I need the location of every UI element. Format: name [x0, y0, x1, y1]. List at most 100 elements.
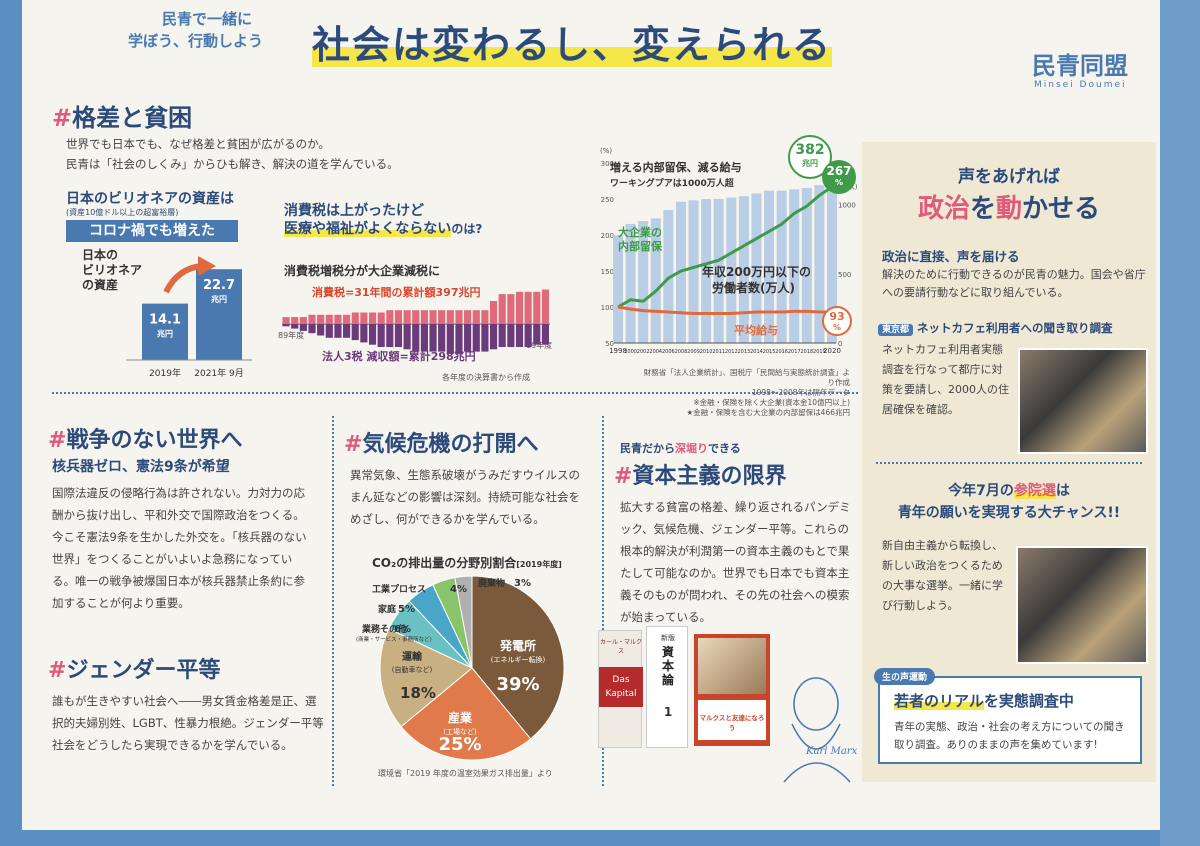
payroll-worker-bar: [751, 193, 762, 343]
campaign-title-2c: 動: [996, 194, 1023, 224]
payroll-worker-bar: [625, 223, 636, 343]
payroll-ytick-left: 50: [605, 340, 614, 348]
tax-corporate-bar: [438, 324, 446, 352]
co2-slice-label: 廃棄物: [478, 577, 505, 589]
gender-text: 誰もが生きやすい社会へ――男女賃金格差是正、選択的夫婦別姓、LGBT、性暴力根絶…: [52, 694, 324, 752]
tax-corporate-bar: [489, 324, 498, 350]
inequality-heading: #格差と貧困: [52, 98, 192, 133]
tax-consumption-bar: [464, 310, 472, 324]
flyer-sheet: 民青で一緒に 学ぼう、行動しよう 社会は変わるし、変えられる 民青同盟 Mins…: [22, 0, 1182, 830]
co2-slice-label: 産業: [448, 710, 473, 725]
reserve-267-badge: 267 %: [822, 160, 856, 194]
hash-mark: #: [52, 104, 73, 132]
payroll-label-workers: 年収200万円以下の 労働者数(万人): [702, 264, 811, 296]
gender-title: ジェンダー平等: [66, 658, 221, 683]
payroll-xtick: 2008: [675, 349, 688, 355]
logo-sub: Minsei Doumei: [1034, 80, 1127, 90]
page-title: 社会は変わるし、変えられる: [312, 14, 833, 69]
inequality-title: 格差と貧困: [72, 104, 193, 132]
campaign-title-2a: 政治: [917, 194, 970, 224]
payroll-worker-bar: [650, 218, 661, 343]
tax-corporate-bar: [464, 324, 472, 352]
page-title-text: 社会は変わるし、変えられる: [312, 23, 833, 67]
billionaire-value-label: 14.1: [149, 313, 181, 328]
co2-slice-value: 18%: [400, 684, 436, 702]
divider-horizontal: [52, 392, 858, 394]
payroll-label-salary: 平均給与: [734, 324, 778, 337]
hash-mark: #: [344, 432, 363, 457]
salary-93-badge: 93 %: [822, 306, 852, 336]
tax-corporate-bar: [498, 324, 506, 347]
co2-pie-slice: [471, 575, 565, 740]
hash-mark: #: [614, 464, 633, 489]
inequality-text: 世界でも日本でも、なぜ格差と貧困が広がるのか。 民青は「社会のしくみ」からひも解…: [66, 134, 486, 174]
campaign-title-2: 政治を動かせる: [862, 188, 1156, 225]
tax-corporate-bar: [360, 324, 368, 343]
tokyo-title: ネットカフェ利用者への聞き取り調査: [917, 321, 1113, 335]
book1-title-2: Kapital: [605, 689, 637, 699]
tax-corporate-bar: [420, 324, 428, 352]
co2-source: 環境省「2019 年度の温室効果ガス排出量」より: [378, 769, 553, 778]
tax-title-2: 医療や福祉がよくならない: [284, 221, 452, 237]
co2-slice-label: 業務その他: [361, 623, 407, 635]
election-1a: 今年7月の: [948, 483, 1014, 499]
book2-tag: 新版: [661, 634, 675, 642]
tax-corporate-bar: [446, 324, 454, 354]
co2-slice-label: 発電所: [499, 638, 536, 653]
climate-text: 異常気象、生態系破壊がうみだすウイルスのまん延などの影響は深刻。持続可能な社会を…: [350, 468, 580, 526]
election-1c: は: [1055, 483, 1070, 499]
billionaire-arrowhead: [198, 256, 216, 276]
peace-title: 戦争のない世界へ: [66, 428, 243, 453]
tokyo-text: ネットカフェ利用者実態調査を行なって都庁に対策を要請し、2000人の住居確保を確…: [882, 343, 1009, 416]
payroll-worker-bar: [613, 235, 623, 343]
tax-corporate-bar: [291, 324, 299, 329]
payroll-source-1: 財務省「法人企業統計」、国税庁「民間給与実態統計調査」より作成: [643, 368, 850, 387]
peace-text: 国際法違反の侵略行為は許されない。力対力の応酬から抜け出し、平和外交で国際政治を…: [52, 486, 307, 610]
election-photo: [1016, 546, 1148, 664]
payroll-xtick: 2019: [813, 349, 826, 355]
book1-title-1: Das: [612, 675, 630, 685]
survey-title: 若者のリアルを実態調査中: [894, 690, 1074, 711]
book-marx-friend: マルクスと友達になろう: [694, 634, 770, 746]
tax-corporate-bar: [282, 324, 290, 327]
tax-corporate-bar: [507, 324, 515, 347]
payroll-xtick: 2000: [624, 349, 637, 355]
billionaire-note: (資産10億ドル以上の超富裕層): [66, 208, 179, 217]
co2-pie-slice: [379, 628, 473, 728]
tax-chart: [282, 289, 550, 354]
survey-tag: 生の声運動: [874, 668, 936, 685]
payroll-xtick: 2012: [725, 349, 738, 355]
payroll-xtick: 2014: [750, 349, 763, 355]
tax-consumption-bar: [515, 291, 524, 324]
sheet-edge: [1160, 0, 1200, 846]
capitalism-tag: 民青だから深堀りできる: [620, 440, 741, 456]
billionaire-unit-label: 兆円: [211, 294, 227, 304]
marx-signature: Karl Marx: [806, 746, 858, 757]
payroll-ytick-right: 1000: [838, 202, 856, 210]
co2-slice-value: 5%: [398, 604, 415, 615]
tax-source: 各年度の決算書から作成: [442, 373, 530, 382]
inequality-text-2: 民青は「社会のしくみ」からひも解き、解決の道を学んでいる。: [66, 157, 399, 171]
tax-consumption-bar: [429, 310, 437, 324]
salary-93-value: 93: [829, 310, 845, 323]
co2-slice-value: 25%: [438, 734, 481, 755]
billionaire-category-label: 2019年: [149, 367, 181, 379]
header-tagline: 民青で一緒に 学ぼう、行動しよう: [128, 8, 263, 52]
tax-consumption-bar: [308, 314, 316, 324]
tax-corporate-bar: [308, 324, 316, 334]
payroll-ytick-right: 0: [838, 340, 842, 348]
billionaire-title: 日本のビリオネアの資産は: [66, 191, 234, 207]
payroll-y-unit-left: (%): [600, 147, 612, 155]
tax-consumption-bar: [455, 310, 463, 324]
payroll-ytick-left: 200: [601, 232, 614, 240]
tax-consumption-bar: [481, 310, 489, 324]
tax-consumption-bar: [489, 301, 498, 324]
tax-title: 医療や福祉がよくならないのは?: [284, 218, 482, 238]
divider-vertical-2: [602, 416, 604, 786]
billionaire-label-1: 日本の: [82, 248, 119, 262]
co2-slice-label: 運輸: [402, 650, 423, 663]
co2-title: CO₂の排出量の分野別割合[2019年度]: [372, 554, 562, 571]
tax-corporate-bar: [377, 324, 385, 347]
book1-author: カール・マルクス: [599, 639, 642, 655]
tax-title-1: 消費税は上がったけど: [284, 203, 424, 219]
